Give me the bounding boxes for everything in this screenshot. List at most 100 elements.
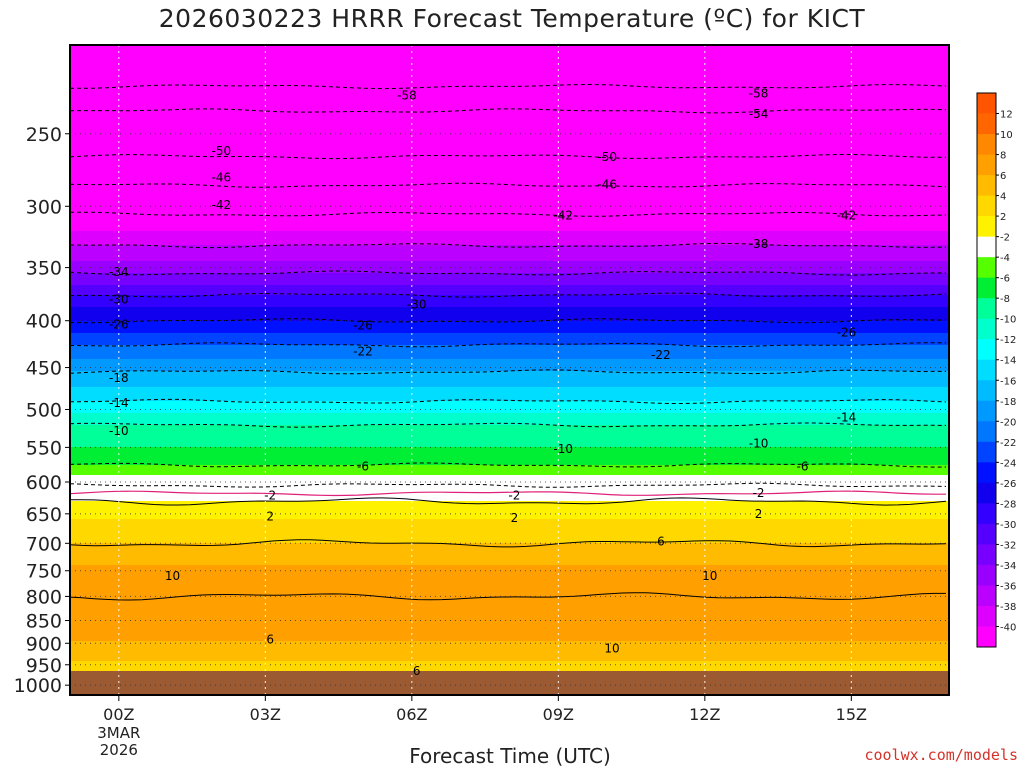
colorbar-swatch	[977, 441, 996, 463]
temperature-band	[70, 245, 949, 262]
colorbar-swatch	[977, 298, 996, 320]
y-tick-label: 650	[26, 504, 62, 526]
x-tick-label: 03Z	[250, 705, 281, 724]
isotherm-label: -6	[357, 459, 369, 473]
y-tick-label: 600	[26, 472, 62, 494]
isotherm-line	[70, 369, 946, 375]
temperature-band	[70, 295, 949, 308]
isotherm-label: -46	[212, 170, 232, 184]
isotherm-line	[70, 482, 947, 488]
grid-lines	[70, 45, 949, 695]
colorbar-swatch	[977, 380, 996, 402]
isotherm-line	[70, 270, 946, 276]
temperature-band	[70, 333, 949, 346]
isotherm-label: -46	[597, 177, 617, 191]
temperature-band	[70, 401, 949, 414]
y-tick-label: 300	[26, 196, 62, 218]
temperature-band	[70, 447, 949, 466]
colorbar-swatch	[977, 421, 996, 443]
temperature-band	[70, 387, 949, 402]
colorbar-label: 10	[1000, 130, 1013, 141]
isotherm-line	[70, 422, 947, 428]
isotherm-line	[70, 318, 947, 324]
x-tick-label: 00Z	[103, 705, 134, 724]
isotherm-label: -18	[109, 371, 129, 385]
colorbar-label: -34	[1000, 561, 1016, 572]
colorbar-swatch	[977, 175, 996, 197]
colorbar-label: -14	[1000, 356, 1016, 367]
isotherm-line	[70, 83, 947, 90]
isotherm-lines	[70, 83, 947, 601]
source-credit: coolwx.com/models	[864, 746, 1018, 764]
colorbar-swatch	[977, 277, 996, 299]
isotherm-label: 2	[511, 511, 519, 525]
colorbar-label: 12	[1000, 110, 1013, 121]
colorbar-swatch	[977, 236, 996, 258]
y-tick-label: 950	[26, 655, 62, 677]
isotherm-label: -58	[749, 87, 769, 101]
colorbar-swatch	[977, 134, 996, 156]
isotherm-label: -22	[651, 348, 671, 362]
isotherm-line	[70, 108, 947, 114]
temperature-band	[70, 231, 949, 246]
colorbar-swatch	[977, 626, 996, 648]
colorbar-swatch	[977, 585, 996, 607]
colorbar-swatch	[977, 257, 996, 279]
colorbar-label: 6	[1000, 171, 1006, 182]
temperature-band	[70, 345, 949, 360]
colorbar-swatch	[977, 113, 996, 135]
isotherm-label: 10	[702, 569, 717, 583]
y-tick-label: 250	[26, 124, 62, 146]
y-tick-label: 450	[26, 358, 62, 380]
x-date-label: 2026	[100, 741, 138, 759]
y-axis: 2503003504004505005506006507007508008509…	[14, 124, 70, 697]
temperature-band	[70, 273, 949, 286]
temperature-band	[70, 413, 949, 426]
colorbar-swatch	[977, 339, 996, 361]
isotherm-line	[70, 462, 947, 468]
temperature-band	[70, 565, 949, 642]
isotherm-label: -42	[212, 198, 232, 212]
colorbar-swatch	[977, 216, 996, 238]
isotherm-label: -14	[837, 410, 857, 424]
temperature-band	[70, 501, 949, 520]
isotherm-label: -26	[109, 318, 129, 332]
isotherm-label: -34	[109, 265, 129, 279]
isotherm-line	[70, 292, 947, 298]
temperature-band	[70, 371, 949, 388]
temperature-band	[70, 45, 949, 232]
colorbar-label: -36	[1000, 581, 1016, 592]
colorbar-swatch	[977, 605, 996, 627]
x-tick-label: 15Z	[836, 705, 867, 724]
chart-title: 2026030223 HRRR Forecast Temperature (ºC…	[158, 4, 866, 33]
isotherm-label: 6	[413, 664, 421, 678]
isotherm-label: -38	[749, 237, 769, 251]
colorbar-label: -16	[1000, 376, 1016, 387]
isotherm-line	[70, 497, 947, 506]
colorbar-label: -26	[1000, 479, 1016, 490]
colorbar-label: -18	[1000, 397, 1016, 408]
colorbar: 12 10 8 6 4 2 -2 -4 -6 -8 -10 -12 -14 -16 -18 -20 -22 -24…	[976, 92, 1016, 648]
temperature-band	[70, 425, 949, 448]
isotherm-label: -30	[407, 297, 427, 311]
colorbar-label: -8	[1000, 294, 1010, 305]
temperature-band	[70, 285, 949, 296]
colorbar-swatch	[977, 462, 996, 484]
colorbar-label: -24	[1000, 458, 1016, 469]
isotherm-line	[70, 154, 946, 160]
isotherm-label: -2	[508, 489, 520, 503]
colorbar-label: -22	[1000, 438, 1016, 449]
y-tick-label: 1000	[14, 675, 62, 697]
isotherm-label: 6	[266, 633, 274, 647]
colorbar-swatch	[977, 503, 996, 525]
isotherm-line	[70, 182, 947, 188]
temperature-band	[70, 359, 949, 372]
colorbar-label: -20	[1000, 417, 1016, 428]
colorbar-label: -30	[1000, 520, 1016, 531]
isotherm-label: -10	[553, 442, 573, 456]
isotherm-label: 10	[165, 569, 180, 583]
isotherm-line	[70, 592, 946, 601]
isotherm-label: 2	[266, 509, 274, 523]
x-tick-label: 06Z	[396, 705, 427, 724]
x-axis-label: Forecast Time (UTC)	[409, 744, 611, 768]
